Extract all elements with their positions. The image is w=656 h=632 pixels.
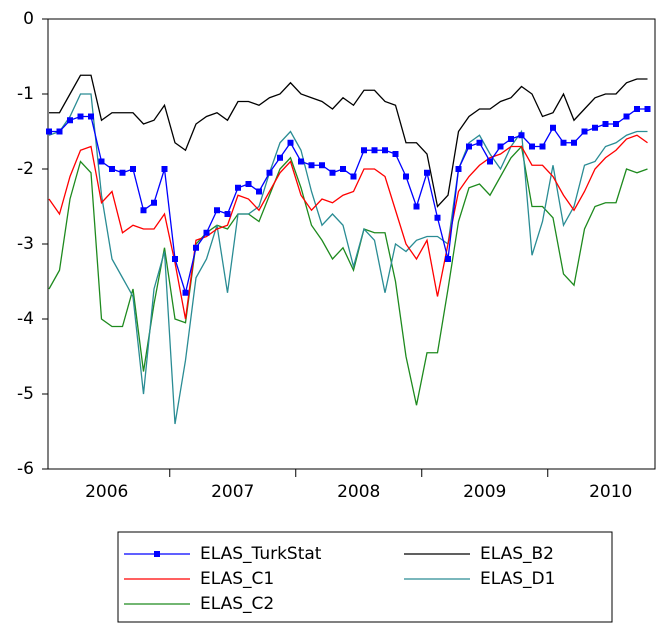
series-line <box>49 108 648 296</box>
point-marker <box>130 166 136 172</box>
legend-box <box>117 531 613 623</box>
point-marker <box>413 203 420 210</box>
x-tick-label: 2007 <box>211 482 254 502</box>
y-tick-label: -3 <box>17 234 34 254</box>
point-marker <box>214 207 220 214</box>
point-marker <box>613 121 619 127</box>
point-marker <box>98 158 105 165</box>
x-tick-label: 2006 <box>85 482 128 502</box>
point-marker <box>46 128 52 135</box>
point-marker <box>193 244 199 251</box>
point-marker <box>581 128 588 135</box>
legend-label: ELAS_C2 <box>200 594 274 614</box>
point-marker <box>592 124 598 131</box>
point-marker <box>550 124 556 131</box>
point-marker <box>623 113 630 120</box>
point-marker <box>256 188 262 195</box>
point-marker <box>371 147 378 154</box>
point-marker <box>382 147 388 154</box>
point-marker <box>644 106 651 112</box>
point-marker <box>466 143 472 150</box>
x-tick-label: 2009 <box>463 482 506 502</box>
point-marker <box>424 169 430 176</box>
point-marker <box>298 158 304 165</box>
point-marker <box>77 113 84 120</box>
point-marker <box>224 211 231 217</box>
point-marker <box>571 139 577 146</box>
point-marker <box>560 139 567 146</box>
x-tick-label: 2010 <box>589 482 632 502</box>
point-marker <box>340 166 346 172</box>
point-marker <box>308 162 315 169</box>
point-marker <box>518 132 525 139</box>
y-tick-label: -5 <box>17 384 34 404</box>
legend-label: ELAS_TurkStat <box>200 544 322 564</box>
y-tick-label: -2 <box>17 159 34 179</box>
plot-frame <box>47 18 656 470</box>
point-marker <box>119 169 126 176</box>
point-marker <box>539 143 546 150</box>
y-tick-label: 0 <box>23 9 34 29</box>
point-marker <box>392 151 399 157</box>
point-marker <box>434 214 441 221</box>
point-marker <box>487 158 493 165</box>
point-marker <box>361 147 367 154</box>
point-marker <box>203 229 210 236</box>
point-marker <box>235 184 241 191</box>
legend-label: ELAS_C1 <box>200 569 274 589</box>
point-marker <box>403 173 409 180</box>
point-marker <box>245 181 252 187</box>
point-marker <box>67 117 73 124</box>
legend-label: ELAS_D1 <box>480 569 555 589</box>
point-marker <box>88 113 94 120</box>
point-marker <box>445 256 451 262</box>
point-marker <box>182 289 189 296</box>
legend-label: ELAS_B2 <box>480 544 554 564</box>
point-marker <box>266 169 273 176</box>
point-marker <box>287 139 294 146</box>
point-marker <box>109 166 115 172</box>
point-marker <box>329 169 336 176</box>
point-marker <box>277 154 283 161</box>
point-marker <box>634 106 640 112</box>
point-marker <box>56 128 63 135</box>
point-marker <box>508 136 514 142</box>
series-line <box>49 74 648 208</box>
point-marker <box>140 207 147 214</box>
point-marker <box>602 121 609 127</box>
point-marker <box>161 166 168 172</box>
x-tick-label: 2008 <box>337 482 380 502</box>
point-marker <box>497 143 504 150</box>
legend-marker <box>154 551 160 557</box>
point-marker <box>151 199 157 206</box>
point-marker <box>319 162 325 169</box>
point-marker <box>350 173 357 180</box>
point-marker <box>172 256 178 262</box>
series-line <box>48 134 648 320</box>
point-marker <box>529 143 535 150</box>
y-tick-label: -6 <box>17 459 34 479</box>
y-tick-label: -4 <box>17 309 34 329</box>
point-marker <box>476 139 483 146</box>
point-marker <box>455 166 462 172</box>
y-tick-label: -1 <box>17 84 34 104</box>
series-line <box>48 93 648 425</box>
